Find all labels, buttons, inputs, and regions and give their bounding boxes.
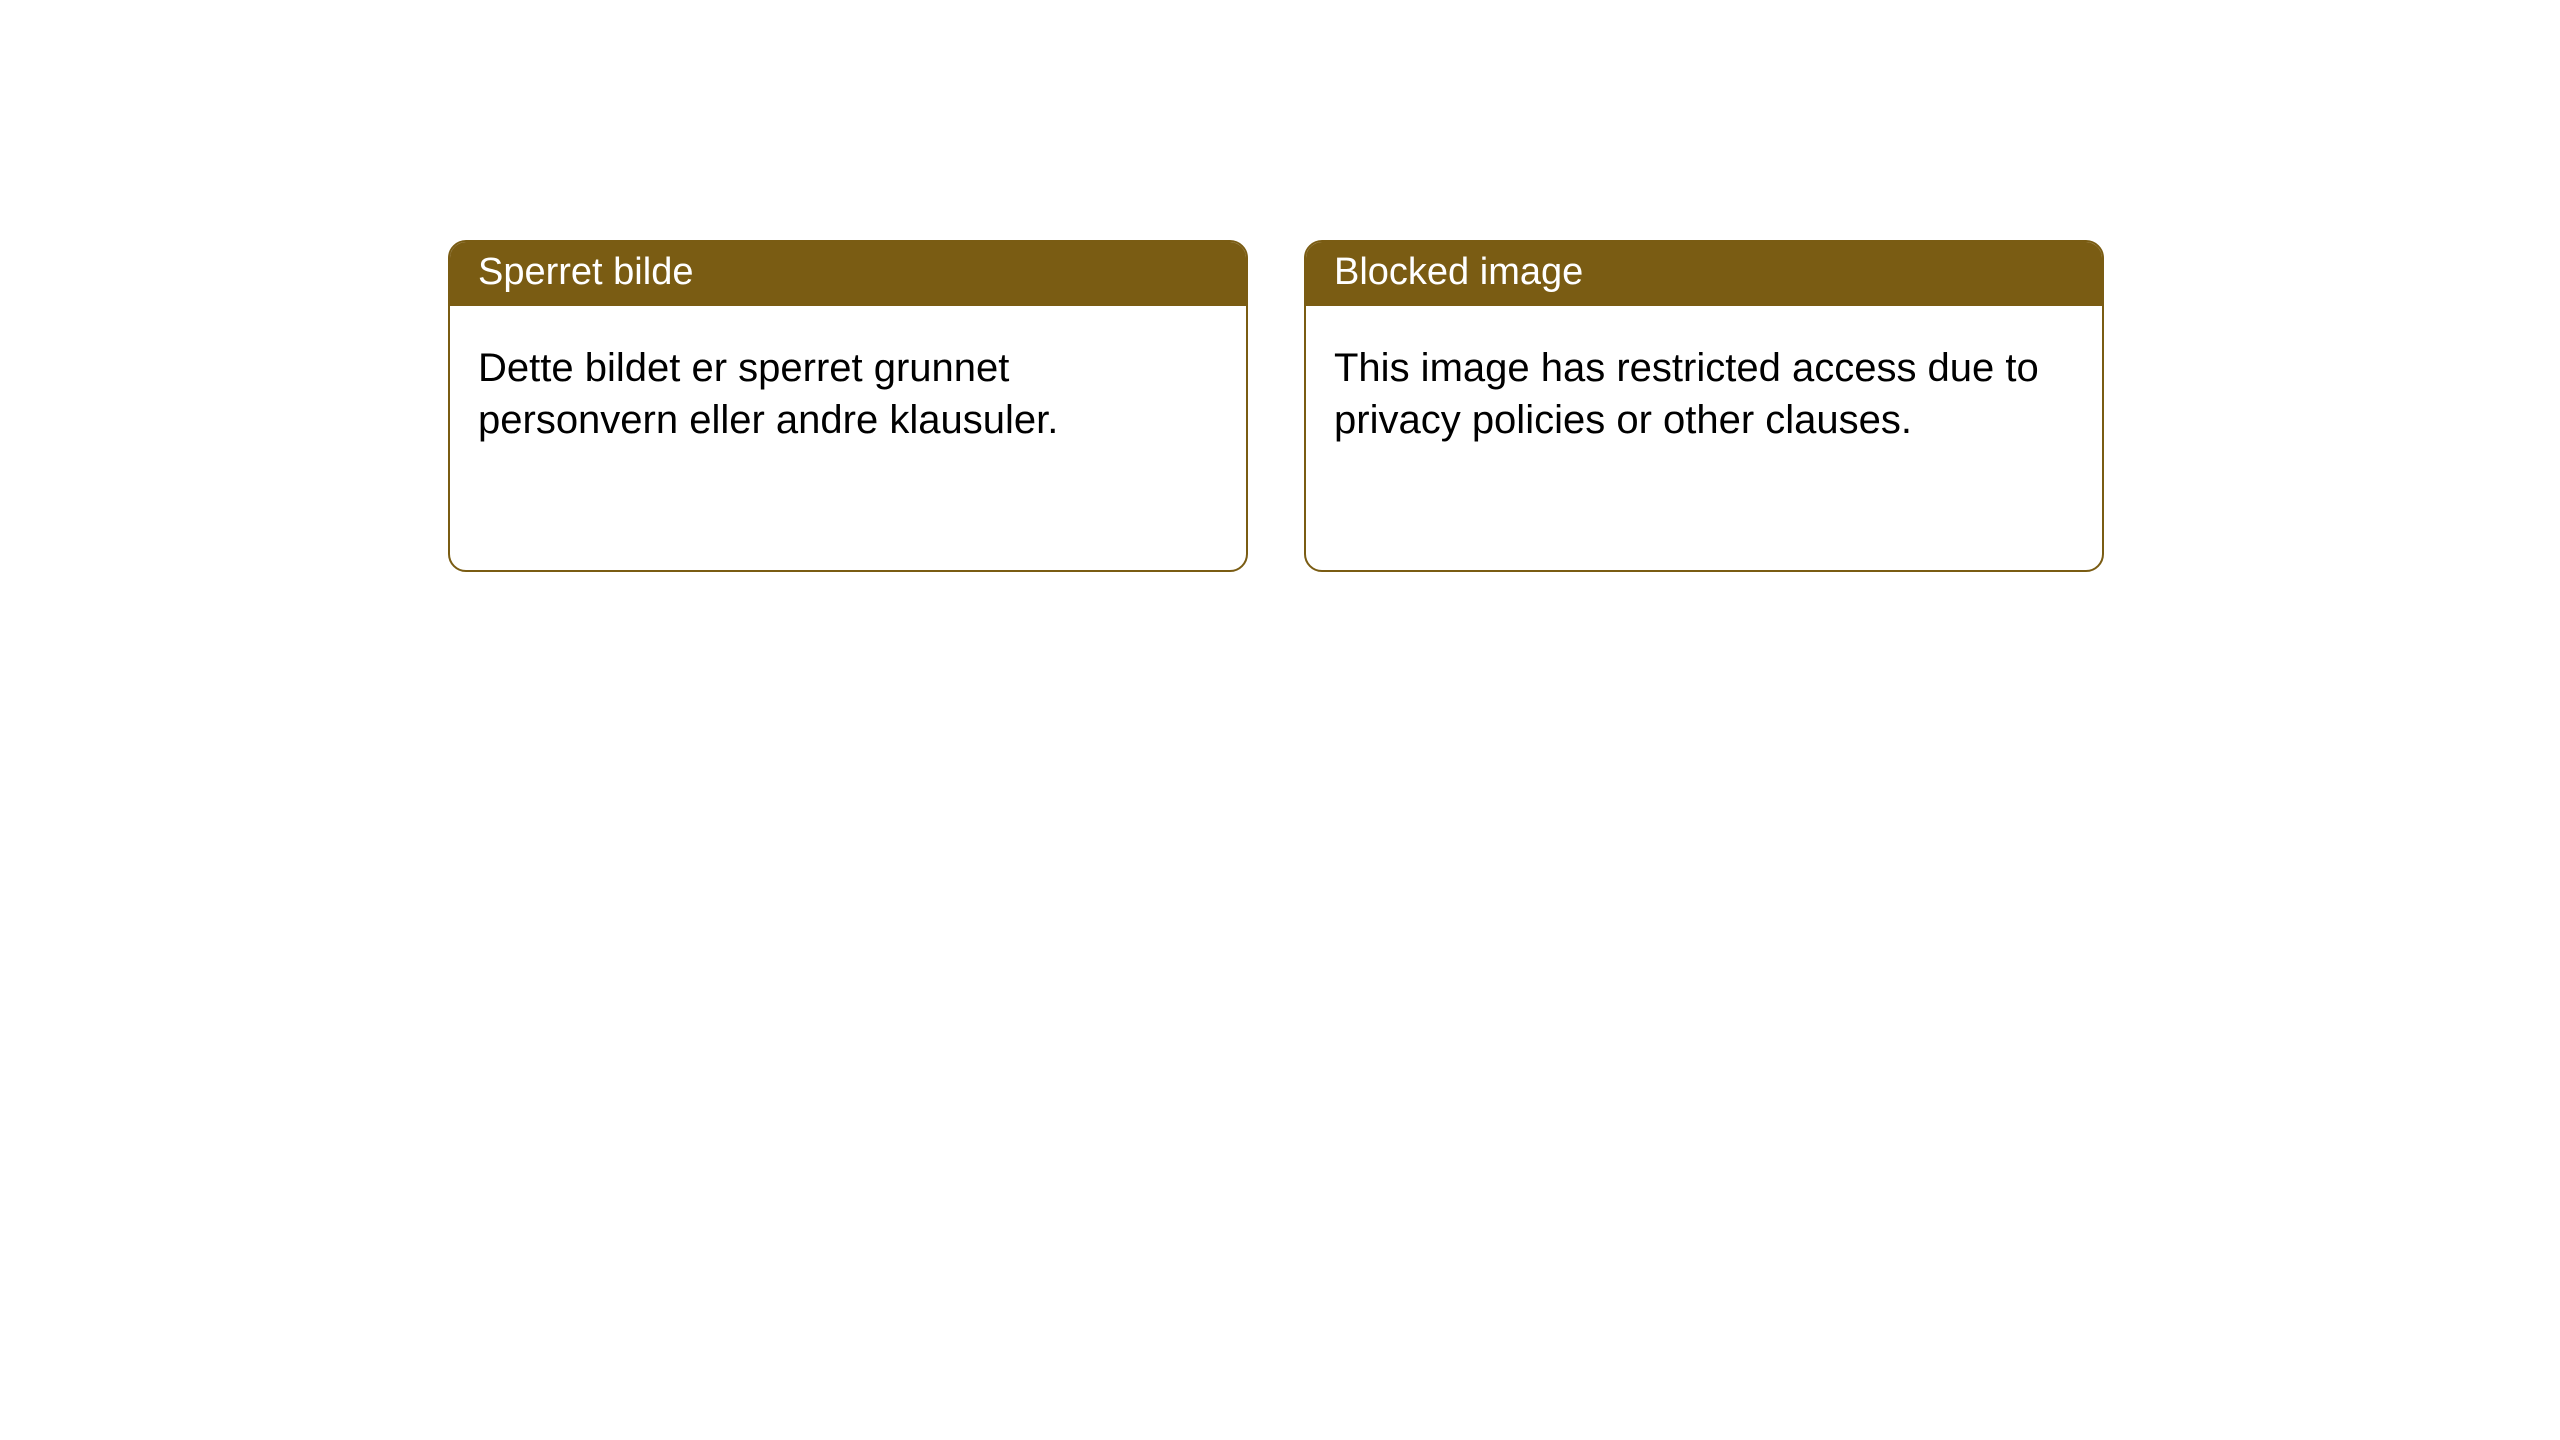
card-title: Sperret bilde: [478, 251, 693, 293]
notice-container: Sperret bilde Dette bildet er sperret gr…: [0, 0, 2560, 572]
card-body-text: This image has restricted access due to …: [1334, 346, 2039, 442]
card-body: This image has restricted access due to …: [1306, 306, 2102, 474]
card-header: Sperret bilde: [450, 242, 1246, 306]
notice-card-english: Blocked image This image has restricted …: [1304, 240, 2104, 572]
card-title: Blocked image: [1334, 251, 1583, 293]
card-body-text: Dette bildet er sperret grunnet personve…: [478, 346, 1058, 442]
card-body: Dette bildet er sperret grunnet personve…: [450, 306, 1246, 474]
card-header: Blocked image: [1306, 242, 2102, 306]
notice-card-norwegian: Sperret bilde Dette bildet er sperret gr…: [448, 240, 1248, 572]
